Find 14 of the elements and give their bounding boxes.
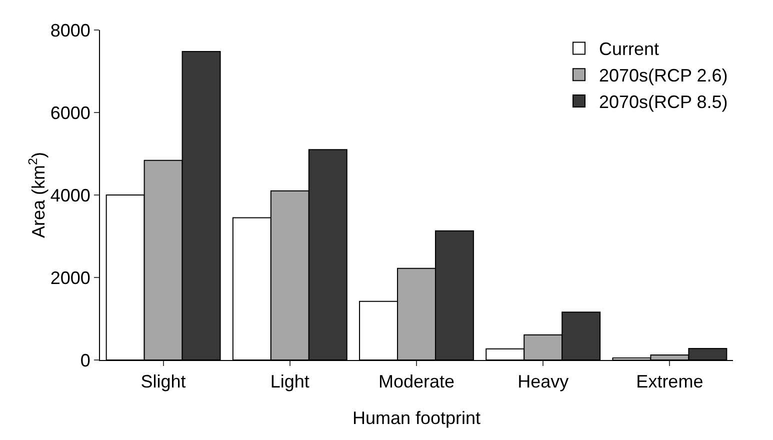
y-tick-label: 2000 xyxy=(50,268,90,288)
y-tick-label: 6000 xyxy=(50,102,90,123)
x-tick-label: Moderate xyxy=(378,372,455,392)
x-tick-label: Slight xyxy=(140,372,186,392)
x-axis-title: Human footprint xyxy=(352,408,481,428)
y-tick-label: 0 xyxy=(80,350,90,370)
y-tick-label: 4000 xyxy=(50,185,90,206)
x-tick-label: Heavy xyxy=(518,372,569,392)
legend-label: 2070s(RCP 8.5) xyxy=(599,92,728,112)
x-tick-label: Extreme xyxy=(636,372,704,392)
legend-label: 2070s(RCP 2.6) xyxy=(599,66,728,86)
legend-label: Current xyxy=(599,39,660,60)
x-tick-label: Light xyxy=(270,372,310,392)
y-tick-label: 8000 xyxy=(50,20,90,40)
